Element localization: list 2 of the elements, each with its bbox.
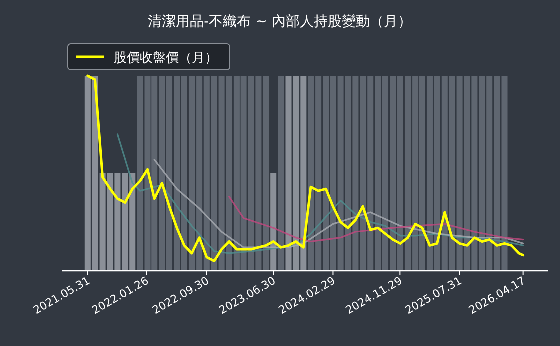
legend-label: 股價收盤價（月） — [114, 51, 218, 66]
chart-title: 清潔用品-不織布 ~ 內部人持股變動（月） — [148, 14, 412, 30]
